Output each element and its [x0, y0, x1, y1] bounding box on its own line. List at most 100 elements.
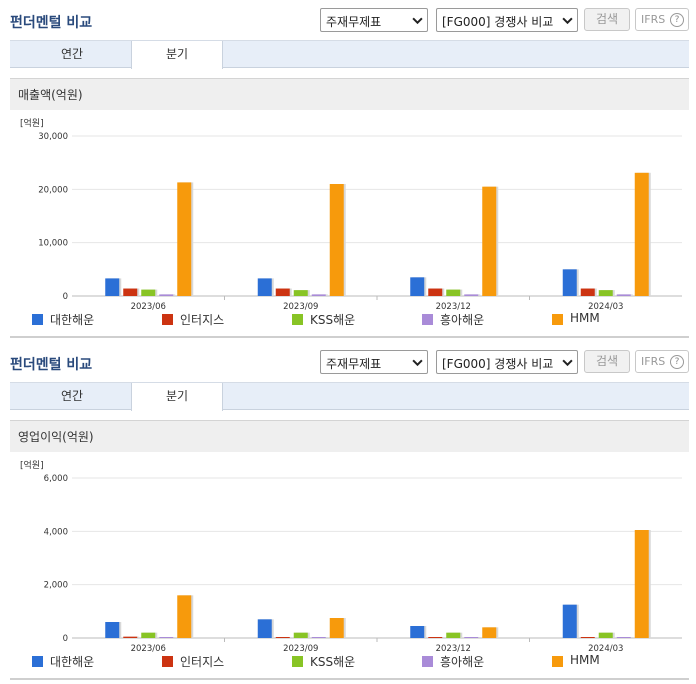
ifrs-label: IFRS	[641, 355, 666, 368]
y-unit-label: [억원]	[20, 117, 44, 129]
help-icon[interactable]: ?	[670, 13, 684, 27]
panel-header: 펀더멘털 비교 주재무제표 [FG000] 경쟁사 비교 검색 IFRS ?	[0, 0, 696, 40]
ifrs-button[interactable]: IFRS ?	[635, 8, 689, 31]
bar[interactable]	[598, 290, 613, 296]
bar[interactable]	[482, 627, 497, 638]
bar[interactable]	[293, 290, 308, 296]
x-tick-label: 2024/03	[588, 644, 623, 652]
bar[interactable]	[159, 294, 174, 296]
bar[interactable]	[464, 294, 479, 296]
y-tick-label: 0	[63, 292, 68, 302]
ifrs-button[interactable]: IFRS ?	[635, 350, 689, 373]
y-tick-label: 30,000	[38, 132, 68, 142]
tab-quarterly[interactable]: 분기	[131, 383, 223, 411]
chart-card: 영업이익(억원) [억원] 0 2,000 4,000 6,000 2023/06 2023…	[10, 420, 689, 680]
x-tick-label: 2023/12	[436, 302, 471, 310]
bar[interactable]	[616, 637, 631, 638]
y-unit-label: [억원]	[20, 459, 44, 471]
y-tick-label: 4,000	[44, 527, 68, 537]
statement-select[interactable]: 주재무제표	[320, 350, 428, 374]
fundamental-panel-operating-profit: 펀더멘털 비교 주재무제표 [FG000] 경쟁사 비교 검색 IFRS ? 연…	[0, 342, 696, 684]
bar[interactable]	[634, 172, 649, 296]
x-tick-label: 2024/03	[588, 302, 623, 310]
bar[interactable]	[275, 637, 290, 638]
bar[interactable]	[329, 184, 344, 296]
panel-title: 펀더멘털 비교	[10, 15, 93, 31]
legend-swatch	[32, 314, 43, 325]
chevron-down-icon	[412, 359, 423, 367]
chart-card: 매출액(억원) [억원] 0 10,000 20,000 30,000 2023/06 20…	[10, 78, 689, 338]
legend-label: 인터지스	[180, 655, 225, 669]
bar[interactable]	[293, 632, 308, 638]
legend-swatch	[552, 656, 563, 667]
legend-swatch	[32, 656, 43, 667]
bar[interactable]	[562, 604, 577, 638]
compare-select-value: [FG000] 경쟁사 비교	[442, 15, 554, 29]
x-tick-label: 2023/06	[131, 302, 166, 310]
search-button[interactable]: 검색	[584, 350, 630, 373]
bar[interactable]	[329, 618, 344, 638]
bar[interactable]	[482, 186, 497, 296]
bar[interactable]	[616, 294, 631, 296]
bar[interactable]	[275, 288, 290, 296]
legend-swatch	[292, 656, 303, 667]
help-icon[interactable]: ?	[670, 355, 684, 369]
bar[interactable]	[123, 288, 138, 296]
legend-swatch	[162, 656, 173, 667]
bar[interactable]	[562, 269, 577, 296]
legend-label: 흥아해운	[440, 313, 485, 327]
statement-select-value: 주재무제표	[326, 357, 382, 371]
chart-legend: 대한해운 인터지스 KSS해운 흥아해운 HMM	[10, 653, 689, 673]
compare-select[interactable]: [FG000] 경쟁사 비교	[436, 350, 578, 374]
chart-card-title: 영업이익(억원)	[10, 420, 689, 452]
x-tick-label: 2023/09	[283, 302, 318, 310]
legend-label: 인터지스	[180, 313, 225, 327]
search-button[interactable]: 검색	[584, 8, 630, 31]
bar[interactable]	[159, 637, 174, 638]
bar[interactable]	[123, 636, 138, 638]
bar[interactable]	[257, 619, 272, 638]
legend-label: 대한해운	[50, 313, 95, 327]
bar[interactable]	[446, 632, 461, 638]
bar[interactable]	[105, 622, 120, 638]
bar[interactable]	[311, 294, 326, 296]
legend-label: KSS해운	[310, 655, 356, 669]
bar[interactable]	[464, 637, 479, 638]
tab-annual[interactable]: 연간	[60, 47, 84, 61]
bar[interactable]	[428, 288, 443, 296]
bar[interactable]	[141, 289, 156, 296]
y-tick-label: 10,000	[38, 239, 68, 249]
bar[interactable]	[257, 278, 272, 296]
bar[interactable]	[446, 289, 461, 296]
tab-quarterly[interactable]: 분기	[131, 41, 223, 69]
tab-annual[interactable]: 연간	[60, 389, 84, 403]
bar[interactable]	[177, 182, 192, 296]
chart-card-title: 매출액(억원)	[10, 78, 689, 110]
statement-select[interactable]: 주재무제표	[320, 8, 428, 32]
bar[interactable]	[311, 637, 326, 638]
bar[interactable]	[410, 277, 425, 296]
x-tick-label: 2023/06	[131, 644, 166, 652]
legend-swatch	[422, 656, 433, 667]
period-tabs: 연간 분기	[10, 382, 689, 411]
bar[interactable]	[105, 278, 120, 296]
bar[interactable]	[410, 626, 425, 638]
legend-label: 흥아해운	[440, 655, 485, 669]
chevron-down-icon	[562, 359, 573, 367]
chart-legend: 대한해운 인터지스 KSS해운 흥아해운 HMM	[10, 311, 689, 331]
chevron-down-icon	[412, 17, 423, 25]
legend-label: 대한해운	[50, 655, 95, 669]
legend-swatch	[552, 314, 563, 325]
legend-label: HMM	[570, 311, 600, 325]
chevron-down-icon	[562, 17, 573, 25]
bar[interactable]	[598, 632, 613, 638]
bar[interactable]	[177, 595, 192, 638]
bar[interactable]	[634, 530, 649, 638]
bar[interactable]	[580, 288, 595, 296]
bar[interactable]	[141, 632, 156, 638]
ifrs-label: IFRS	[641, 13, 666, 26]
compare-select[interactable]: [FG000] 경쟁사 비교	[436, 8, 578, 32]
bar[interactable]	[428, 637, 443, 638]
bar[interactable]	[580, 637, 595, 638]
legend-swatch	[162, 314, 173, 325]
